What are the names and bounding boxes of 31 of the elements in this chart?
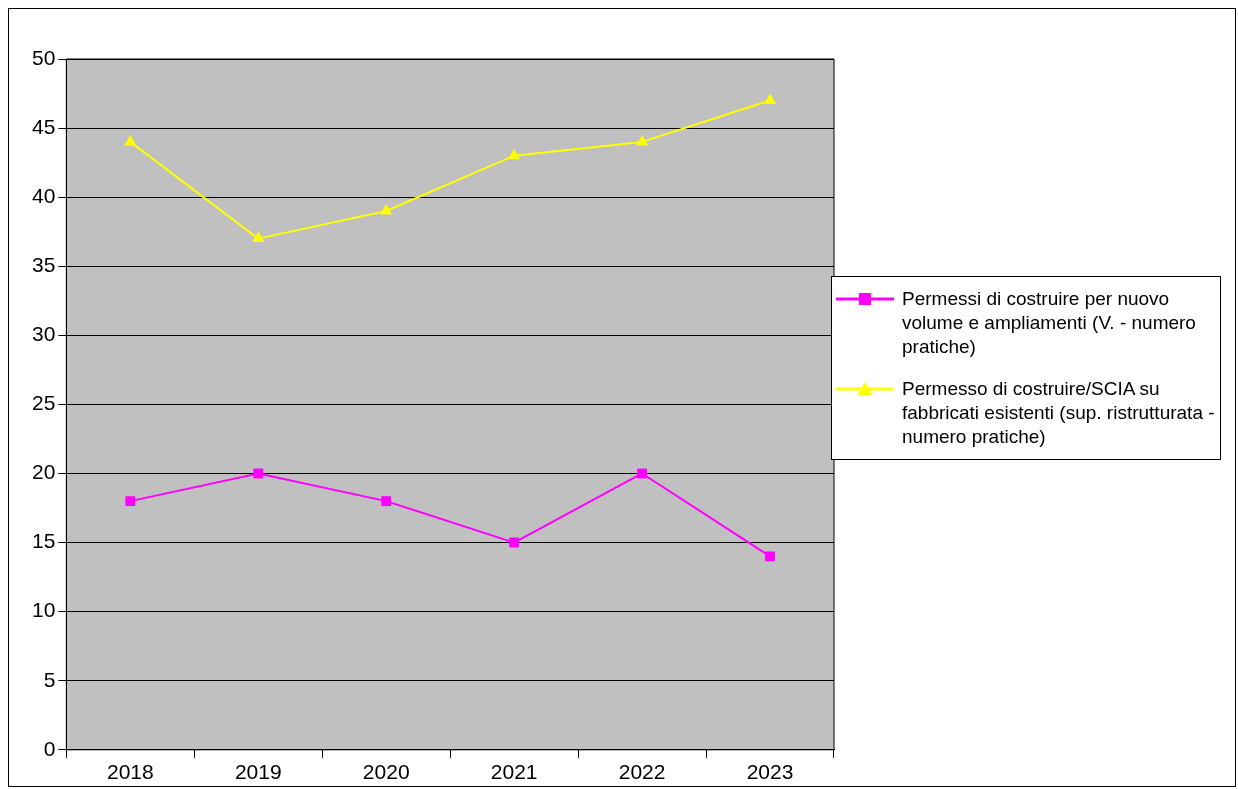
point: [636, 134, 649, 146]
y-tick-label: 25: [32, 391, 56, 415]
y-tick-label: 15: [32, 529, 56, 553]
point: [508, 148, 521, 160]
point: [124, 134, 137, 146]
x-tick-label: 2018: [106, 760, 154, 784]
y-tick-label: 30: [32, 322, 56, 346]
point: [381, 496, 392, 507]
x-tick-label: 2020: [362, 760, 410, 784]
point: [253, 468, 264, 479]
y-tick-label: 0: [43, 736, 56, 760]
point: [125, 496, 136, 507]
point: [763, 93, 777, 104]
y-tick-label: 40: [32, 183, 56, 207]
legend-label: Permesso di costruire/SCIA su fabbricati esistenti (sup. ristrutturata - numero pratiche): [902, 377, 1216, 449]
point: [380, 203, 393, 215]
y-tick-label: 10: [32, 598, 56, 622]
point: [637, 468, 648, 479]
x-tick-label: 2023: [746, 760, 794, 784]
x-tick-label: 2022: [618, 760, 666, 784]
y-tick-label: 5: [43, 667, 56, 691]
point: [509, 537, 520, 548]
point: [252, 231, 265, 243]
y-tick-label: 45: [32, 114, 56, 138]
y-tick-label: 50: [32, 45, 56, 69]
point: [765, 551, 775, 562]
x-tick-label: 2021: [490, 760, 538, 784]
x-tick-label: 2019: [234, 760, 282, 784]
legend-label: Permessi di costruire per nuovo volume e ampliamenti (V. - numero pratiche): [902, 287, 1197, 359]
y-tick-label: 35: [32, 253, 56, 277]
y-tick-label: 20: [32, 460, 56, 484]
